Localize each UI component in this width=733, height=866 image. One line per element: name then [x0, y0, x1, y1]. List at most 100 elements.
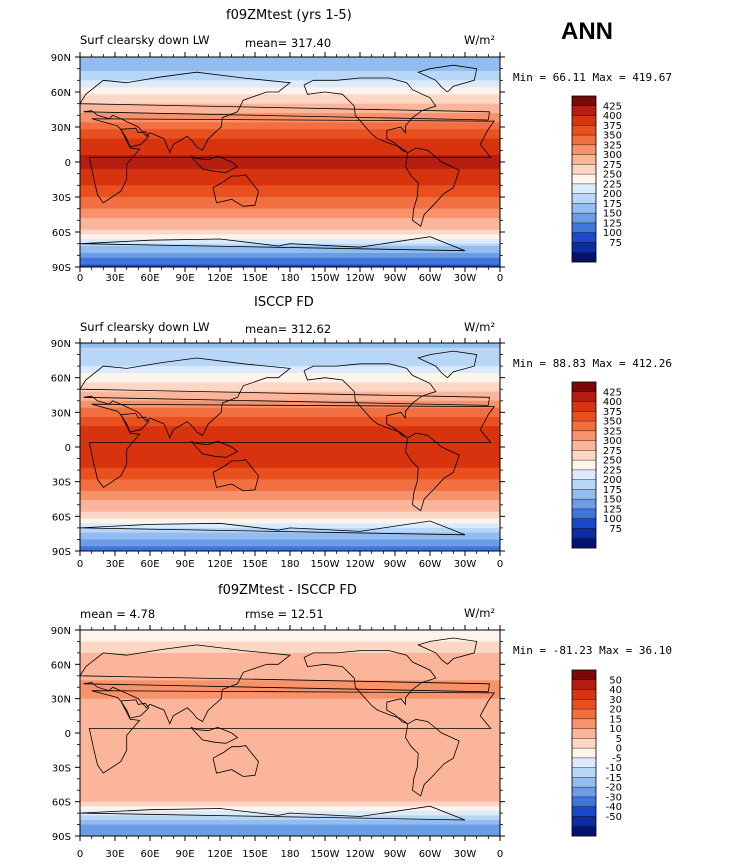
x-tick-label: 180 [280, 559, 299, 570]
y-tick-label: 60N [51, 374, 71, 385]
contour-band [80, 636, 500, 640]
colorbar-swatch [572, 115, 596, 126]
coastline [80, 236, 466, 252]
colorbar-swatch [572, 806, 596, 817]
contour-band [80, 108, 500, 112]
contour-field [80, 630, 500, 836]
contour-band [80, 639, 500, 643]
contour-band [80, 630, 500, 633]
colorbar-swatch [572, 538, 596, 549]
colorbar-swatch [572, 183, 596, 194]
colorbar-swatch [572, 679, 596, 690]
x-tick-label: 180 [280, 273, 299, 284]
contour-band [80, 783, 500, 787]
contour-band [80, 92, 500, 95]
x-tick-label: 30E [105, 849, 124, 860]
y-tick-label: 90S [52, 832, 71, 843]
contour-band [80, 694, 500, 697]
colorbar-label: -30 [606, 792, 622, 803]
contour-band [80, 343, 500, 346]
contour-band [80, 419, 500, 423]
panel-1-title: f09ZMtest (yrs 1-5) [226, 8, 352, 23]
contour-band [80, 375, 500, 379]
contour-band [80, 534, 500, 538]
contour-band [80, 493, 500, 497]
contour-band [80, 813, 500, 816]
contour-band [80, 218, 500, 221]
x-tick-label: 150E [242, 849, 267, 860]
contour-band [80, 765, 500, 768]
contour-band [80, 222, 500, 226]
contour-band [80, 120, 500, 123]
contour-band [80, 159, 500, 163]
contour-band [80, 477, 500, 480]
x-tick-label: 60W [419, 849, 442, 860]
contour-band [80, 700, 500, 704]
coastline [190, 726, 239, 744]
contour-band [80, 689, 500, 693]
contour-band [80, 500, 500, 504]
colorbar-swatch [572, 421, 596, 432]
x-tick-label: 0 [77, 273, 83, 284]
contour-band [80, 705, 500, 709]
colorbar-label: -15 [606, 773, 622, 784]
x-tick-label: 60W [419, 559, 442, 570]
contour-band [80, 421, 500, 425]
contour-band [80, 117, 500, 121]
contour-band [80, 778, 500, 782]
contour-band [80, 169, 500, 172]
contour-band [80, 806, 500, 810]
contour-band [80, 227, 500, 231]
contour-band [80, 433, 500, 437]
colorbar-swatch [572, 787, 596, 798]
x-tick-label: 0 [497, 849, 503, 860]
contour-band [80, 797, 500, 800]
x-tick-label: 30E [105, 273, 124, 284]
contour-band [80, 703, 500, 707]
contour-band [80, 486, 500, 490]
colorbar-label: 20 [609, 705, 622, 716]
contour-band [80, 354, 500, 358]
colorbar-label: 400 [603, 397, 622, 408]
contour-band [80, 349, 500, 353]
colorbar-swatch [572, 699, 596, 710]
coastline [80, 805, 466, 821]
contour-band [80, 75, 500, 79]
colorbar-label: 15 [609, 714, 622, 725]
contour-band [80, 127, 500, 130]
contour-band [80, 352, 500, 356]
contour-band [80, 514, 500, 517]
contour-band [80, 180, 500, 184]
coastline [80, 71, 490, 154]
contour-band [80, 771, 500, 775]
contour-band [80, 157, 500, 161]
contour-band [80, 363, 500, 367]
contour-band [80, 488, 500, 492]
colorbar-label: 300 [603, 150, 622, 161]
contour-band [80, 456, 500, 460]
colorbar-frame [571, 95, 597, 263]
contour-band [80, 737, 500, 741]
colorbar-label: 175 [603, 199, 622, 210]
colorbar-label: 5 [616, 734, 622, 745]
colorbar-swatch [572, 135, 596, 146]
contour-band [80, 632, 500, 636]
contour-band [80, 719, 500, 723]
contour-band [80, 410, 500, 413]
y-tick-label: 0 [65, 443, 71, 454]
contour-band [80, 68, 500, 72]
y-tick-label: 30S [52, 763, 71, 774]
x-tick-label: 150E [242, 559, 267, 570]
colorbar-swatch [572, 748, 596, 759]
contour-band [80, 769, 500, 773]
x-tick-label: 60E [140, 559, 159, 570]
x-tick-label: 120W [346, 273, 375, 284]
contour-band [80, 225, 500, 228]
contour-band [80, 414, 500, 418]
map-panel-2: 0 30E 60E 90E 120E 150E 180 150W 120W 90W 60W 30W 09… [51, 338, 622, 570]
contour-band [80, 444, 500, 448]
colorbar-swatch [572, 767, 596, 778]
colorbar-swatch [572, 96, 596, 107]
x-tick-label: 150W [311, 273, 340, 284]
colorbar-swatch [572, 528, 596, 539]
